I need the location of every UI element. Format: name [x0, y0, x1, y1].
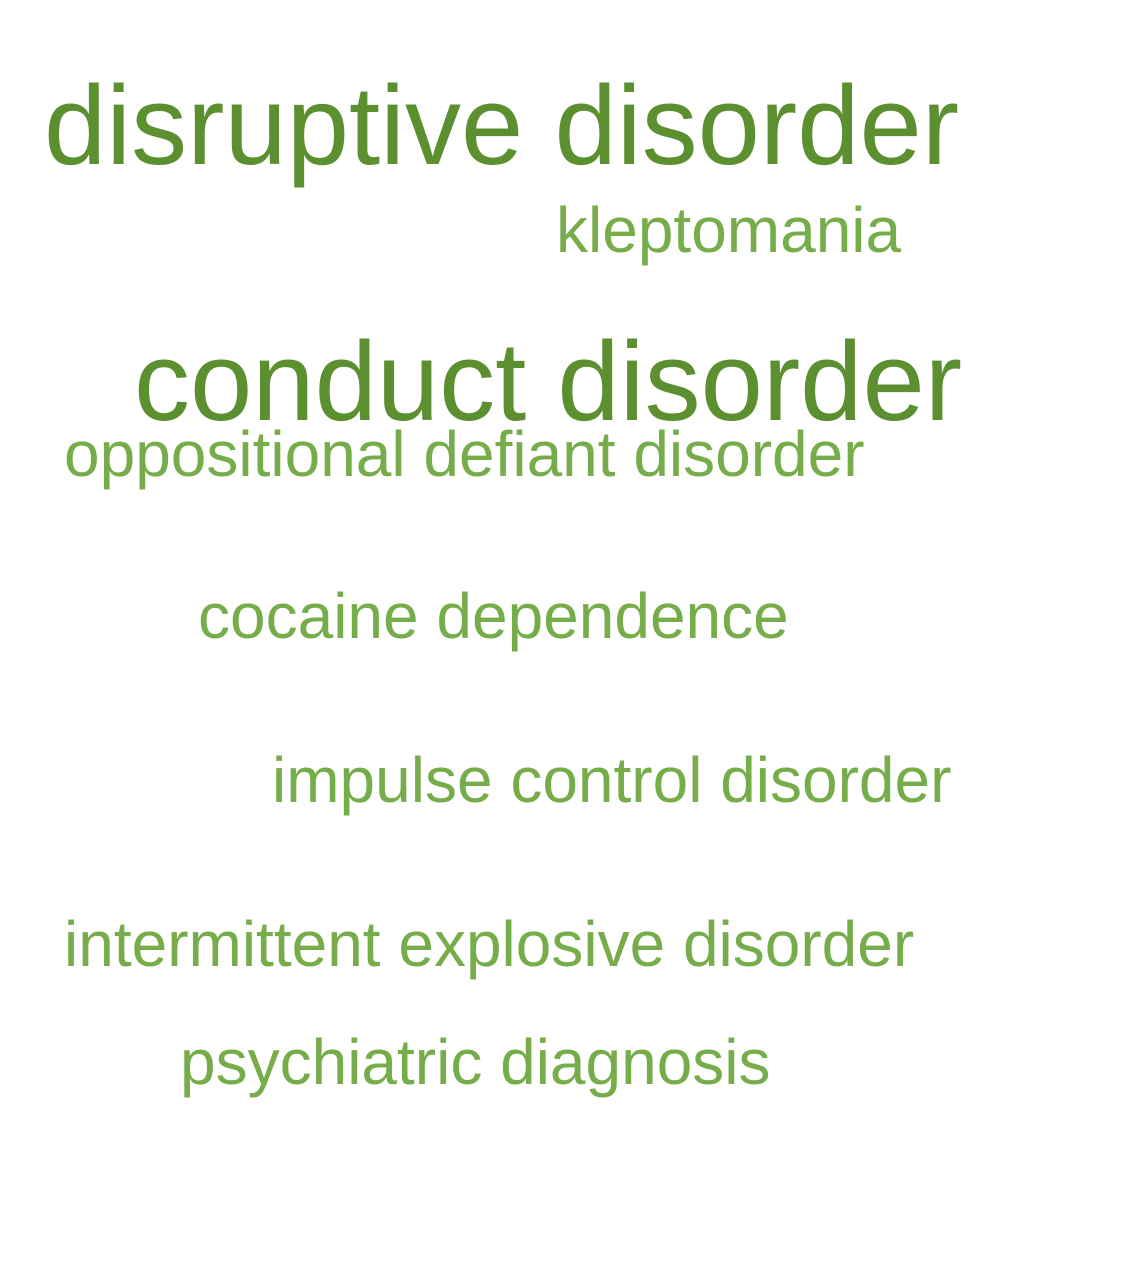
- word-intermittent-explosive-disorder: intermittent explosive disorder: [64, 908, 915, 980]
- word-kleptomania: kleptomania: [556, 194, 902, 266]
- word-cocaine-dependence: cocaine dependence: [198, 580, 789, 652]
- word-impulse-control-disorder: impulse control disorder: [272, 744, 952, 816]
- word-psychiatric-diagnosis: psychiatric diagnosis: [180, 1026, 771, 1098]
- word-disruptive-disorder: disruptive disorder: [44, 63, 960, 188]
- word-conduct-disorder: conduct disorder: [134, 319, 963, 444]
- word-oppositional-defiant-disorder: oppositional defiant disorder: [64, 418, 865, 490]
